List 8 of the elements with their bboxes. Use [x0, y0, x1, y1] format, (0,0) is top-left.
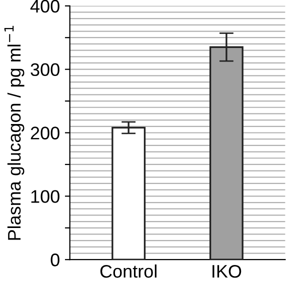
y-axis-title: Plasma glucagon / pg ml$^{−1}$ [4, 26, 24, 240]
x-tick-label: Control [100, 264, 156, 278]
y-tick-label: 0 [50, 254, 60, 266]
y-tick-label: 200 [30, 126, 60, 140]
y-tick-label: 400 [30, 0, 60, 13]
x-tick-label: IKO [212, 264, 242, 278]
y-tick-label: 100 [31, 190, 60, 203]
y-tick-label: 300 [30, 63, 60, 76]
